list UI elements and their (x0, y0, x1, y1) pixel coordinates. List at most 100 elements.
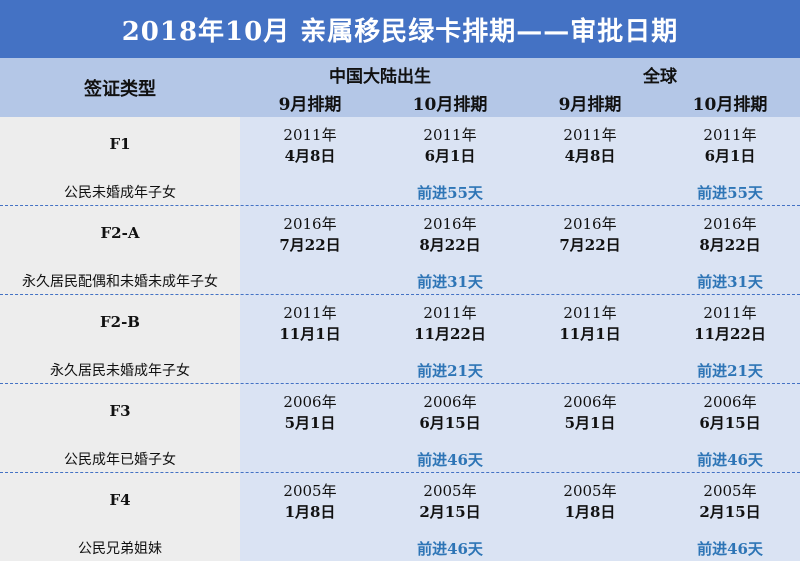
date-year: 2011年 (703, 126, 757, 144)
visa-category-description: 公民未婚成年子女 (64, 185, 176, 201)
date-month-day: 2月15日 (419, 503, 481, 521)
priority-date-china-oct: 2011年 6月1日 (380, 125, 520, 167)
priority-date-china-sep: 2006年 5月1日 (240, 392, 380, 434)
priority-date-china-oct: 2011年 11月22日 (380, 303, 520, 345)
priority-date-global-oct: 2011年 6月1日 (660, 125, 800, 167)
date-year: 2005年 (283, 482, 337, 500)
header-visa-type: 签证类型 (84, 78, 156, 100)
date-year: 2011年 (423, 126, 477, 144)
visa-category-description: 公民兄弟姐妹 (78, 541, 162, 557)
page-title: 2018年10月 亲属移民绿卡排期——审批日期 (0, 0, 800, 58)
header-global: 全球 (643, 66, 677, 87)
priority-date-global-oct: 2005年 2月15日 (660, 481, 800, 523)
date-year: 2005年 (563, 482, 617, 500)
china-advance-days: 前进21天 (417, 362, 483, 380)
visa-category: F2-B (100, 313, 140, 331)
row-divider (0, 205, 800, 206)
date-month-day: 7月22日 (279, 236, 341, 254)
date-month-day: 4月8日 (564, 147, 616, 165)
table-row: F2-B 永久居民未婚成年子女 2011年 11月1日 2011年 11月22日 2011年… (0, 295, 800, 384)
visa-category: F4 (109, 491, 131, 509)
date-year: 2011年 (563, 126, 617, 144)
date-year: 2011年 (563, 304, 617, 322)
date-year: 2016年 (563, 215, 617, 233)
priority-date-global-sep: 2011年 4月8日 (520, 125, 660, 167)
row-divider (0, 383, 800, 384)
header-china-sep: 9月排期 (278, 94, 342, 115)
table-body: F1 公民未婚成年子女 2011年 4月8日 2011年 6月1日 2011年 4月8日 201… (0, 117, 800, 561)
priority-date-china-sep: 2005年 1月8日 (240, 481, 380, 523)
global-advance-days: 前进55天 (697, 184, 763, 202)
date-month-day: 11月22日 (694, 325, 766, 343)
row-divider (0, 294, 800, 295)
date-month-day: 6月15日 (419, 414, 481, 432)
date-year: 2005年 (703, 482, 757, 500)
date-year: 2005年 (423, 482, 477, 500)
priority-date-china-oct: 2005年 2月15日 (380, 481, 520, 523)
china-advance-days: 前进46天 (417, 540, 483, 558)
date-year: 2016年 (703, 215, 757, 233)
header-china-oct: 10月排期 (412, 94, 488, 115)
category-column (0, 117, 240, 561)
date-month-day: 6月15日 (699, 414, 761, 432)
date-month-day: 6月1日 (704, 147, 756, 165)
date-year: 2011年 (423, 304, 477, 322)
table-row: F3 公民成年已婚子女 2006年 5月1日 2006年 6月15日 2006年 5月1日 20… (0, 384, 800, 473)
date-month-day: 7月22日 (559, 236, 621, 254)
visa-category-description: 公民成年已婚子女 (64, 452, 176, 468)
date-year: 2006年 (423, 393, 477, 411)
date-year: 2011年 (283, 126, 337, 144)
date-month-day: 8月22日 (419, 236, 481, 254)
header-global-oct: 10月排期 (692, 94, 768, 115)
visa-category-description: 永久居民配偶和未婚未成年子女 (22, 274, 218, 290)
china-advance-days: 前进46天 (417, 451, 483, 469)
header-global-sep: 9月排期 (558, 94, 622, 115)
date-month-day: 11月1日 (279, 325, 341, 343)
china-advance-days: 前进31天 (417, 273, 483, 291)
priority-date-global-sep: 2016年 7月22日 (520, 214, 660, 256)
table-row: F4 公民兄弟姐妹 2005年 1月8日 2005年 2月15日 2005年 1月8日 2005… (0, 473, 800, 562)
header-china-born: 中国大陆出生 (329, 66, 431, 87)
priority-date-global-oct: 2016年 8月22日 (660, 214, 800, 256)
date-year: 2006年 (563, 393, 617, 411)
date-month-day: 4月8日 (284, 147, 336, 165)
priority-date-global-sep: 2006年 5月1日 (520, 392, 660, 434)
priority-date-china-sep: 2011年 11月1日 (240, 303, 380, 345)
date-month-day: 6月1日 (424, 147, 476, 165)
priority-date-global-oct: 2006年 6月15日 (660, 392, 800, 434)
date-month-day: 11月1日 (559, 325, 621, 343)
priority-date-china-oct: 2006年 6月15日 (380, 392, 520, 434)
priority-date-global-sep: 2011年 11月1日 (520, 303, 660, 345)
global-advance-days: 前进21天 (697, 362, 763, 380)
date-year: 2006年 (283, 393, 337, 411)
date-year: 2011年 (703, 304, 757, 322)
date-month-day: 8月22日 (699, 236, 761, 254)
date-month-day: 11月22日 (414, 325, 486, 343)
visa-category: F3 (109, 402, 131, 420)
date-month-day: 5月1日 (284, 414, 336, 432)
priority-date-china-sep: 2011年 4月8日 (240, 125, 380, 167)
date-month-day: 1月8日 (564, 503, 616, 521)
global-advance-days: 前进31天 (697, 273, 763, 291)
date-month-day: 2月15日 (699, 503, 761, 521)
priority-date-china-oct: 2016年 8月22日 (380, 214, 520, 256)
global-advance-days: 前进46天 (697, 540, 763, 558)
table-header: 签证类型 中国大陆出生 全球 9月排期 10月排期 9月排期 10月排期 (0, 58, 800, 117)
visa-category: F2-A (100, 224, 140, 242)
row-divider (0, 472, 800, 473)
date-year: 2016年 (283, 215, 337, 233)
global-advance-days: 前进46天 (697, 451, 763, 469)
table-row: F1 公民未婚成年子女 2011年 4月8日 2011年 6月1日 2011年 4月8日 201… (0, 117, 800, 206)
priority-date-global-sep: 2005年 1月8日 (520, 481, 660, 523)
date-year: 2006年 (703, 393, 757, 411)
date-month-day: 1月8日 (284, 503, 336, 521)
date-year: 2016年 (423, 215, 477, 233)
china-advance-days: 前进55天 (417, 184, 483, 202)
date-year: 2011年 (283, 304, 337, 322)
visa-category-description: 永久居民未婚成年子女 (50, 363, 190, 379)
dates-column (240, 117, 800, 561)
table-row: F2-A 永久居民配偶和未婚未成年子女 2016年 7月22日 2016年 8月22日 20… (0, 206, 800, 295)
visa-category: F1 (109, 135, 131, 153)
priority-date-china-sep: 2016年 7月22日 (240, 214, 380, 256)
priority-date-global-oct: 2011年 11月22日 (660, 303, 800, 345)
